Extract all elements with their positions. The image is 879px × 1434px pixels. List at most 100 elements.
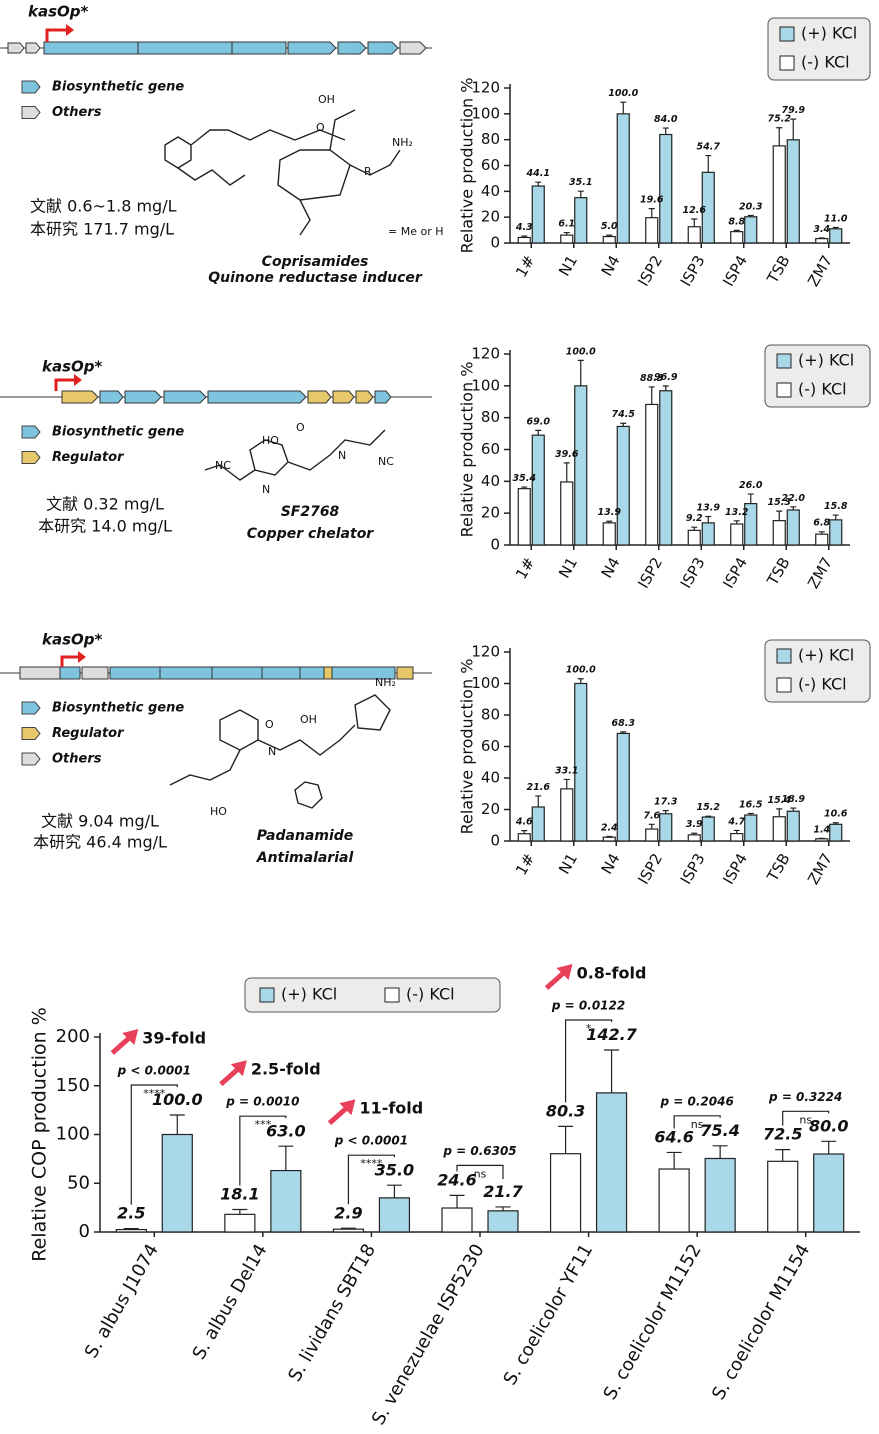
value-label: 13.2: [725, 507, 749, 518]
promoter-label: kasOp*: [42, 631, 103, 649]
value-label: 13.9: [598, 507, 622, 518]
error-bar: [733, 229, 740, 232]
bar: [744, 216, 758, 244]
x-tick-label: N1: [555, 850, 581, 877]
error-bar: [606, 234, 613, 237]
y-axis-label: Relative production %: [458, 362, 477, 538]
error-bar: [558, 1125, 574, 1154]
error-bar: [232, 1208, 248, 1215]
error-bar: [386, 1184, 402, 1198]
error-bar: [648, 823, 655, 830]
value-label: 64.6: [654, 1128, 693, 1147]
atom-label: = Me or H: [388, 225, 444, 238]
legend-label: Regulator: [52, 450, 125, 465]
bar: [616, 732, 630, 842]
value-label: 68.3: [612, 718, 636, 729]
bar: [270, 1169, 302, 1233]
legend-swatch: [776, 648, 792, 664]
x-tick-label: S. coelicolor YF11: [499, 1241, 597, 1389]
legend-swatch: [259, 987, 275, 1003]
atom-label: NH₂: [392, 136, 413, 149]
y-tick-label: 100: [471, 104, 500, 122]
value-label: 100.0: [608, 88, 638, 99]
y-tick-label: 200: [56, 1026, 90, 1047]
atom-label: R: [364, 165, 372, 178]
error-bar: [123, 1227, 139, 1230]
value-label: 2.5: [117, 1204, 145, 1223]
x-tick-label: 1#: [512, 252, 539, 280]
atom-label: NC: [215, 459, 231, 472]
yield-text: 文献 0.6~1.8 mg/L: [30, 197, 177, 216]
bar: [531, 434, 545, 546]
legend-swatch: [779, 26, 795, 42]
error-bar: [620, 422, 627, 427]
bar: [645, 403, 659, 546]
legend-chip: [21, 80, 41, 94]
bar: [602, 235, 616, 244]
bar: [531, 185, 545, 244]
x-tick-label: N4: [598, 850, 624, 877]
error-bar: [648, 208, 655, 218]
value-label: 15.3: [768, 497, 792, 508]
x-tick-label: ISP4: [719, 252, 751, 289]
error-bar: [705, 815, 712, 818]
x-tick-label: S. lividans SBT18: [284, 1241, 380, 1386]
bar: [786, 509, 800, 546]
value-label: 4.3: [515, 222, 533, 233]
error-bar: [521, 486, 528, 489]
error-bar: [535, 181, 542, 187]
value-label: 100.0: [566, 346, 596, 357]
compound-name: SF2768: [281, 504, 340, 520]
error-bar: [535, 429, 542, 436]
error-bar: [747, 214, 754, 217]
error-bar: [775, 1149, 791, 1162]
legend-label: (-) KCl: [801, 53, 850, 72]
error-bar: [790, 118, 797, 140]
error-bar: [733, 520, 740, 524]
value-label: 9.2: [686, 513, 703, 524]
bar: [616, 425, 630, 546]
chemical-structure: [164, 109, 401, 809]
fold-change: 2.5-fold: [251, 1060, 321, 1079]
bar: [658, 1168, 690, 1233]
value-label: 11.0: [824, 213, 848, 224]
y-tick-label: 50: [67, 1172, 90, 1193]
value-label: 20.3: [739, 201, 763, 212]
value-label: 75.2: [768, 114, 792, 125]
x-tick-label: S. albus J1074: [81, 1241, 163, 1362]
fold-change: 11-fold: [359, 1099, 423, 1118]
value-label: 16.5: [739, 799, 763, 810]
y-tick-label: 120: [471, 79, 500, 97]
compound-name: Padanamide: [257, 828, 354, 844]
bar: [767, 1160, 799, 1233]
error-bar: [495, 1206, 511, 1211]
x-tick-label: ZM7: [804, 554, 836, 591]
x-tick-label: TSB: [763, 850, 794, 885]
value-label: 15.4: [768, 795, 792, 806]
y-tick-label: 150: [56, 1075, 90, 1096]
x-tick-label: N4: [598, 554, 624, 581]
significance-bracket: [239, 1115, 287, 1186]
atom-label: N: [262, 483, 270, 496]
error-bar: [790, 807, 797, 812]
bar: [701, 522, 715, 546]
value-label: 39.6: [555, 449, 579, 460]
y-tick-label: 100: [56, 1124, 90, 1145]
value-label: 22.0: [782, 493, 806, 504]
promoter-label: kasOp*: [28, 3, 89, 21]
legend-label: Others: [52, 752, 102, 767]
y-axis-label: Relative production %: [458, 78, 477, 254]
y-tick-label: 60: [481, 440, 500, 458]
gene-cluster: [0, 24, 432, 55]
x-tick-label: N4: [598, 252, 624, 279]
bar: [161, 1133, 193, 1233]
significance-mark: ns: [474, 1167, 487, 1180]
value-label: 79.9: [782, 105, 806, 116]
x-tick-label: S. albus Del14: [188, 1241, 271, 1364]
fold-arrow-head: [230, 1060, 247, 1077]
bar: [574, 197, 588, 244]
value-label: 21.7: [483, 1182, 523, 1201]
atom-label: HO: [262, 434, 279, 447]
bar: [772, 145, 786, 244]
error-bar: [606, 520, 613, 523]
